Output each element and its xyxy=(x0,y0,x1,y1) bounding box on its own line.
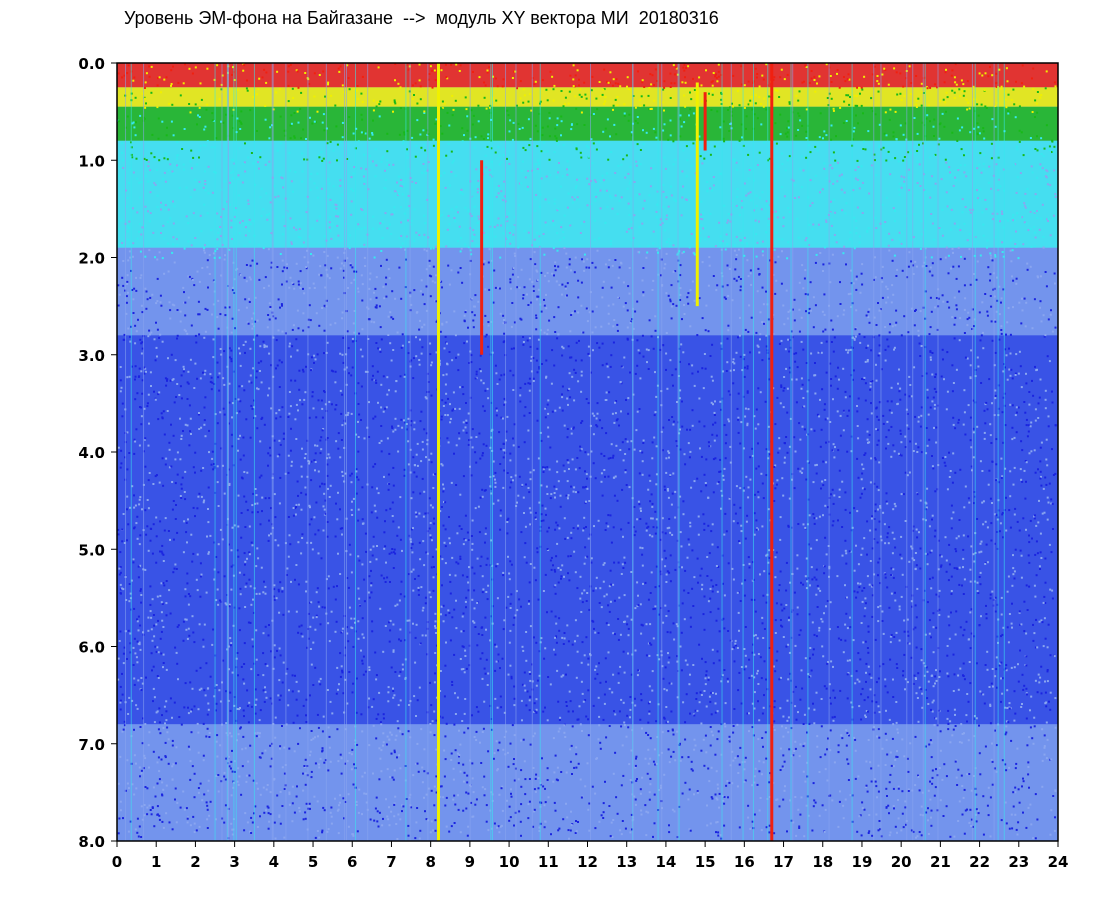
x-tick-label: 4 xyxy=(269,853,279,871)
y-tick-label: 0.0 xyxy=(78,55,105,73)
x-tick-label: 5 xyxy=(308,853,318,871)
level-band xyxy=(117,247,1058,336)
y-tick-label: 2.0 xyxy=(78,250,105,268)
y-tick-label: 3.0 xyxy=(78,347,105,365)
x-tick-label: 8 xyxy=(425,853,435,871)
level-band xyxy=(117,724,1058,841)
y-tick-label: 7.0 xyxy=(78,736,105,754)
plot-area xyxy=(116,62,1059,842)
x-tick-label: 16 xyxy=(734,853,755,871)
x-tick-label: 0 xyxy=(112,853,122,871)
x-tick-label: 2 xyxy=(190,853,200,871)
x-tick-label: 14 xyxy=(655,853,676,871)
level-band xyxy=(117,87,1058,107)
level-band xyxy=(117,63,1058,88)
x-tick-label: 6 xyxy=(347,853,357,871)
x-tick-label: 3 xyxy=(229,853,239,871)
x-tick-label: 15 xyxy=(695,853,716,871)
x-tick-label: 21 xyxy=(930,853,951,871)
y-tick-label: 5.0 xyxy=(78,541,105,559)
x-tick-label: 13 xyxy=(616,853,637,871)
chart-title: Уровень ЭМ-фона на Байгазане --> модуль … xyxy=(124,8,719,28)
level-band xyxy=(117,106,1058,141)
x-tick-label: 23 xyxy=(1008,853,1029,871)
x-tick-label: 7 xyxy=(386,853,396,871)
x-axis: 0 1 2 3 4 5 6 7 8 9 10 11 12 13 14 15 16 17 18 19 20 21 22 23 24 xyxy=(112,841,1069,871)
x-tick-label: 20 xyxy=(891,853,912,871)
x-tick-label: 22 xyxy=(969,853,990,871)
y-axis: 0.0 1.0 2.0 3.0 4.0 5.0 6.0 7.0 8.0 xyxy=(78,55,117,851)
x-tick-label: 24 xyxy=(1048,853,1069,871)
x-tick-label: 12 xyxy=(577,853,598,871)
y-tick-label: 6.0 xyxy=(78,639,105,657)
x-tick-label: 1 xyxy=(151,853,161,871)
y-tick-label: 8.0 xyxy=(78,833,105,851)
x-tick-label: 17 xyxy=(773,853,794,871)
x-tick-label: 10 xyxy=(499,853,520,871)
vertical-streaks xyxy=(125,63,1005,841)
y-tick-label: 1.0 xyxy=(78,152,105,170)
x-tick-label: 19 xyxy=(852,853,873,871)
x-tick-label: 11 xyxy=(538,853,559,871)
y-tick-label: 4.0 xyxy=(78,444,105,462)
x-tick-label: 9 xyxy=(465,853,475,871)
level-band xyxy=(117,140,1058,248)
x-tick-label: 18 xyxy=(812,853,833,871)
